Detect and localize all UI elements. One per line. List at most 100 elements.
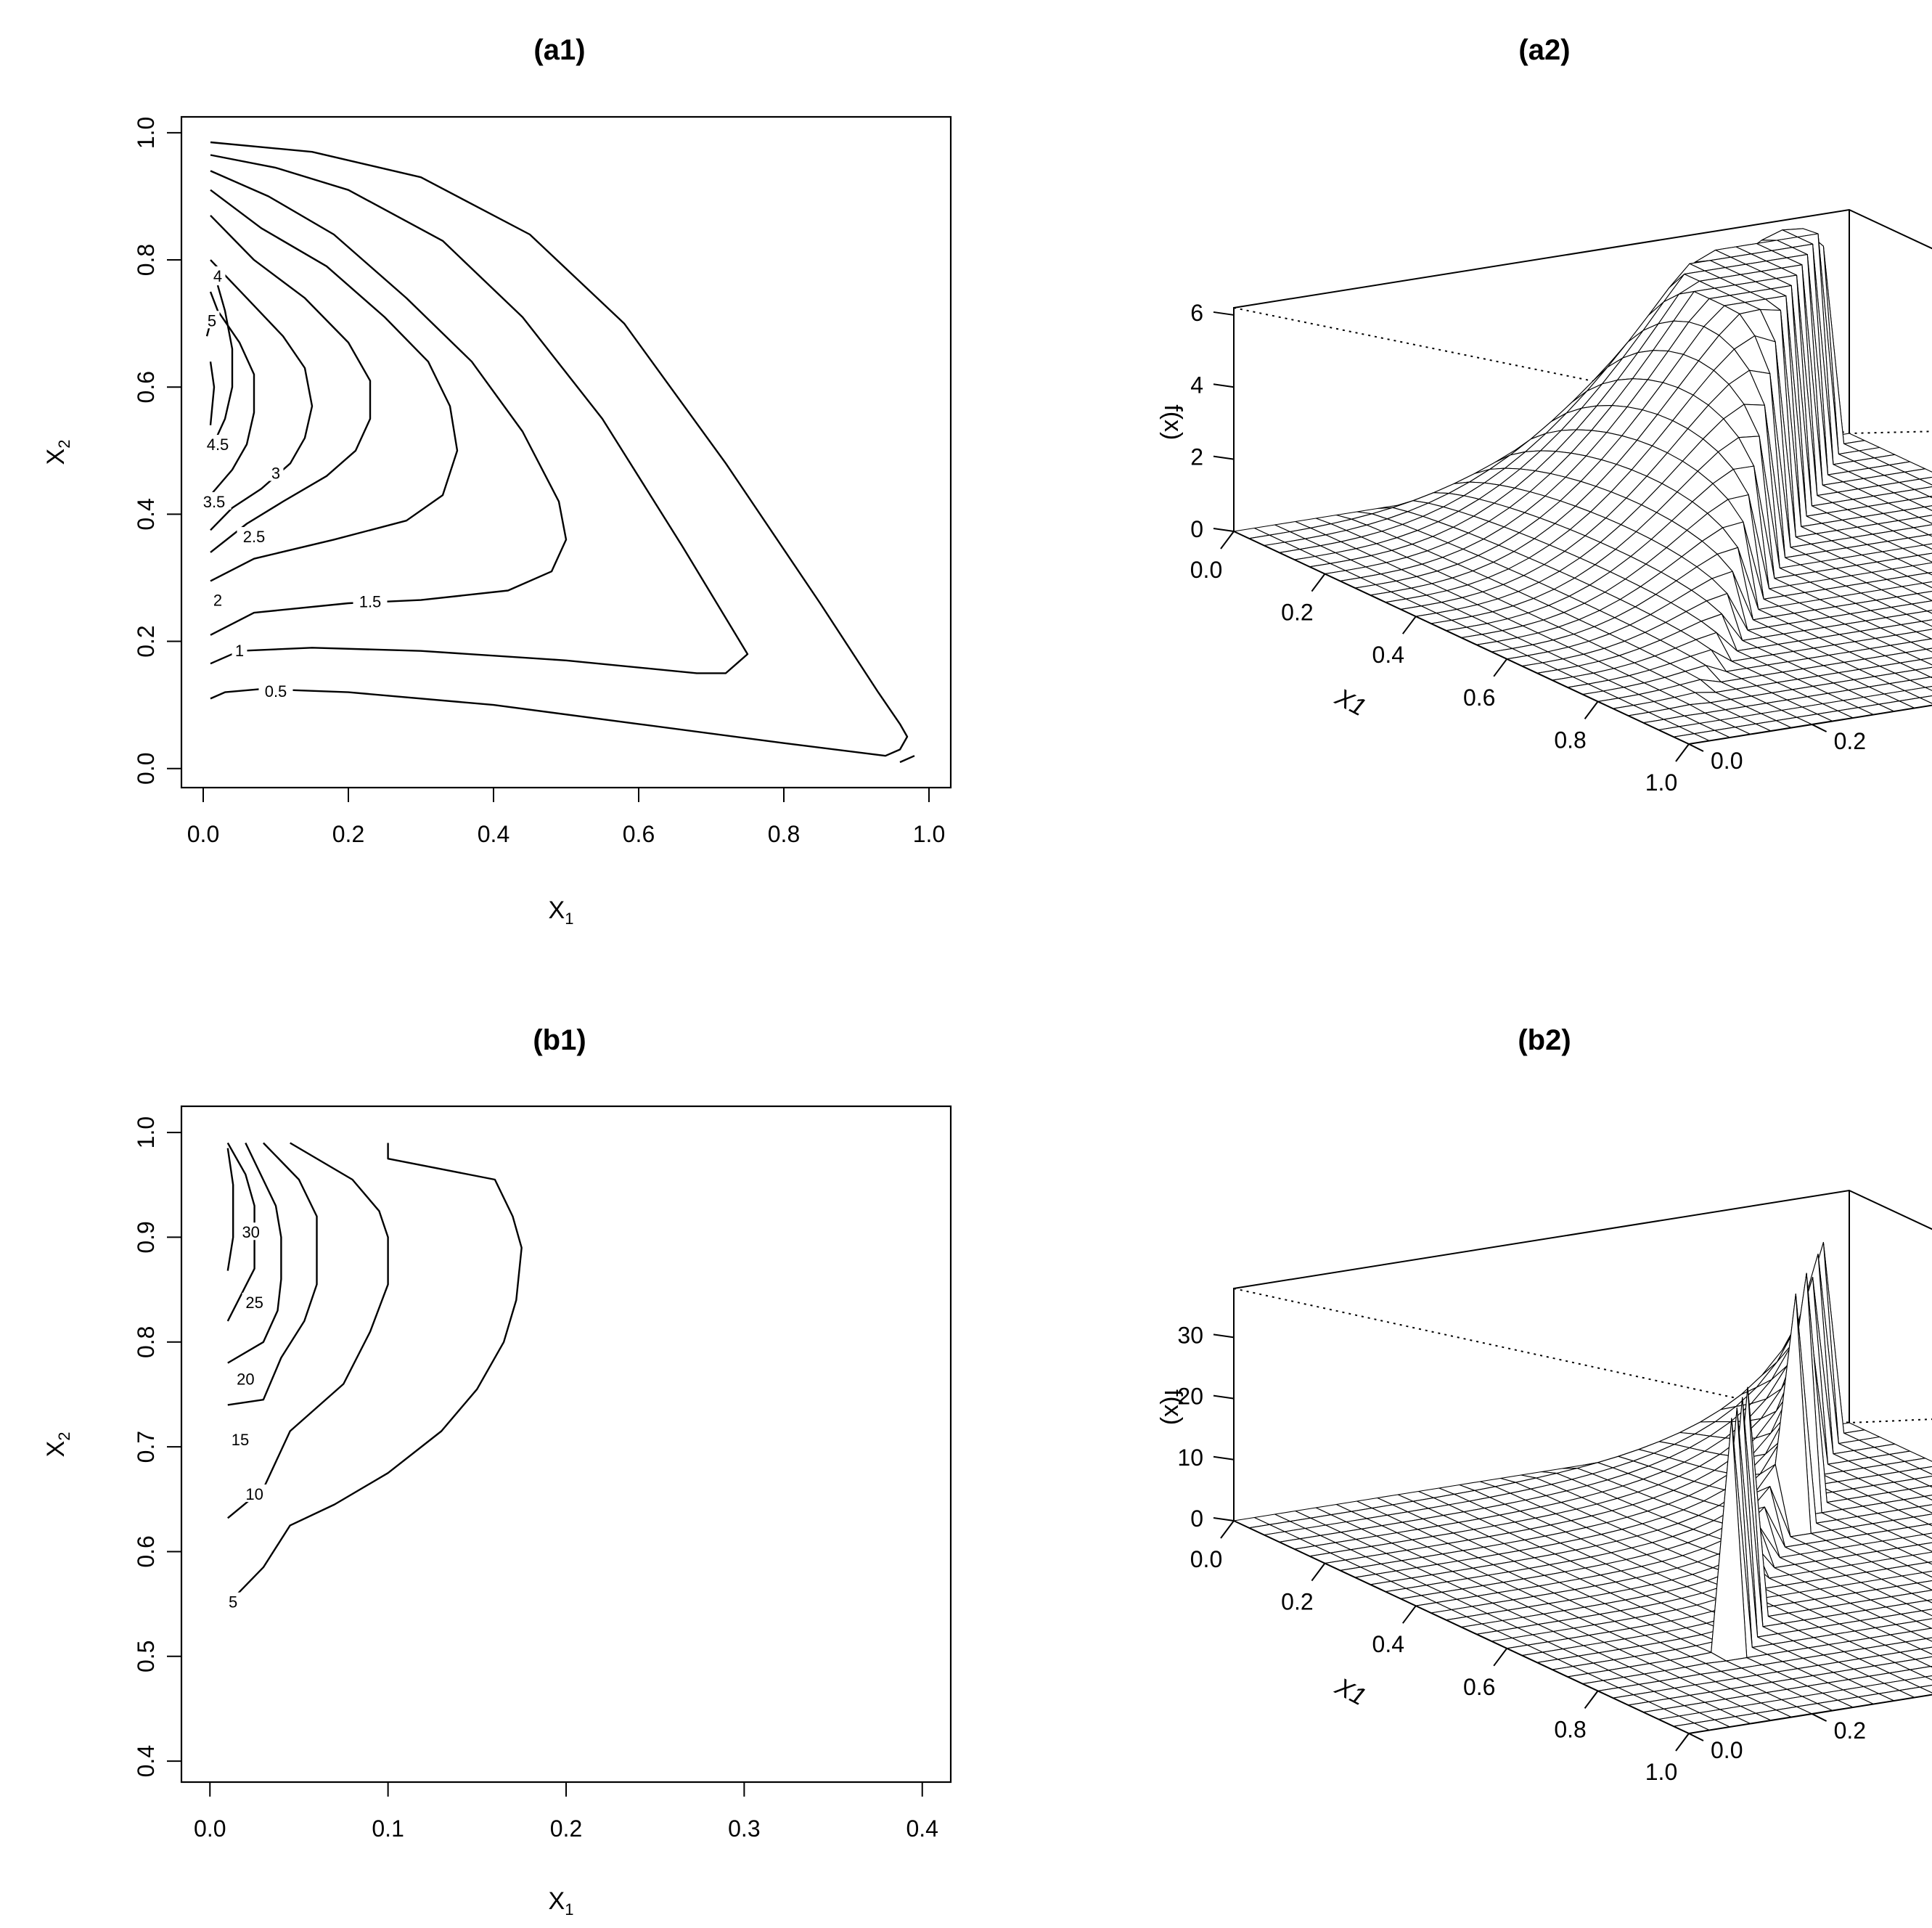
contour-label: 4	[213, 267, 222, 285]
x-tick	[1675, 743, 1690, 762]
y-tick-label: 0.5	[133, 1641, 159, 1672]
z-tick-label: 20	[1177, 1384, 1203, 1410]
y-tick-label: 0.7	[133, 1431, 159, 1463]
contour-label-bg	[232, 640, 247, 658]
contour-label-bg	[237, 527, 271, 545]
x-tick	[1311, 573, 1326, 592]
x-tick-label: 0.2	[332, 821, 364, 847]
y-axis-label-a1: X2	[42, 440, 73, 465]
x-axis-label: X1	[1330, 683, 1370, 722]
contour-label: 2.5	[243, 528, 266, 546]
contour-label-bg	[204, 311, 220, 329]
contour-label: 2	[213, 592, 222, 610]
contour-label: 10	[245, 1485, 263, 1503]
contour-line	[210, 214, 372, 553]
y-tick-label: 0.8	[133, 1326, 159, 1358]
contour-label-bg	[197, 491, 232, 510]
x-axis-label: X1	[1330, 1672, 1370, 1712]
x-tick-label: 0.0	[187, 821, 219, 847]
contour-label: 15	[232, 1431, 249, 1449]
contour-label-bg	[353, 592, 388, 610]
x-tick-label: 0.6	[1463, 685, 1495, 711]
z-tick	[1213, 383, 1235, 388]
x-axis-label-a1: X1	[549, 896, 574, 928]
contour-label: 3	[271, 464, 280, 482]
x-tick-label: 0.8	[768, 821, 800, 847]
z-tick-label: 10	[1177, 1445, 1203, 1471]
x-tick	[1584, 700, 1599, 720]
z-tick	[1213, 1455, 1235, 1461]
x-axis-label-b1: X1	[549, 1887, 574, 1919]
x-tick	[1493, 1648, 1507, 1667]
z-axis-label: f(x)	[1159, 404, 1187, 440]
chart-title-b1: (b1)	[533, 1024, 586, 1056]
contour-label-bg	[242, 1484, 267, 1503]
z-tick	[1213, 455, 1235, 460]
y-tick-label: 0.8	[133, 244, 159, 276]
contour-lines-a1: 0.5 1 1.5 2 2.5 3 3.5 4 4.5 5	[197, 141, 915, 764]
x-tick-label: 0.0	[194, 1815, 226, 1842]
z-tick	[1213, 1394, 1235, 1400]
y-tick	[1812, 1713, 1827, 1722]
contour-segment	[899, 755, 915, 764]
contour-line	[210, 189, 459, 582]
x-tick	[1311, 1563, 1326, 1582]
contour-label: 30	[242, 1223, 259, 1241]
z-tick	[1213, 528, 1235, 532]
y-tick-label: 0.4	[133, 1745, 159, 1777]
chart-title-a2: (a2)	[1518, 34, 1570, 66]
x-tick-label: 1.0	[1645, 769, 1677, 796]
x-tick-label: 0.2	[1281, 600, 1313, 626]
z-tick-label: 0	[1190, 1506, 1203, 1532]
x-tick-label: 1.0	[1645, 1759, 1677, 1785]
x-tick-label: 0.8	[1554, 727, 1586, 753]
y-tick-label: 0.6	[133, 371, 159, 403]
x-tick	[1402, 1605, 1417, 1624]
chart-title-a1: (a1)	[533, 34, 585, 66]
y-tick	[1688, 1733, 1704, 1741]
surface-plot-b2: (b2) 0.00.20.40.60.81.00.00.20.40.60.81.…	[1159, 1024, 1932, 1785]
x-tick-label: 0.8	[1554, 1716, 1586, 1742]
z-tick	[1213, 1517, 1235, 1521]
y-axis-b1: 0.4 0.5 0.6 0.7 0.8 0.9 1.0	[133, 1116, 182, 1777]
contour-label-bg	[238, 1222, 263, 1241]
x-tick	[1402, 616, 1417, 634]
contour-label: 5	[229, 1593, 237, 1612]
y-axis-a1: 0.0 0.2 0.4 0.6 0.8 1.0	[133, 117, 182, 785]
x-tick-label: 0.6	[623, 821, 655, 847]
contour-label: 4.5	[207, 436, 229, 454]
contour-line	[227, 1142, 389, 1519]
contour-label: 1.5	[359, 592, 382, 610]
contour-label: 3.5	[203, 493, 226, 511]
surface-plot-a2: (a2) 0.00.20.40.60.81.00.00.20.40.60.81.…	[1159, 34, 1932, 796]
z-tick-label: 2	[1190, 444, 1203, 470]
x-tick-label: 0.4	[478, 821, 509, 847]
contour-label-bg	[200, 435, 235, 453]
x-tick-label: 1.0	[913, 821, 945, 847]
y-tick-label: 1.0	[133, 117, 159, 149]
contour-label-bg	[258, 681, 293, 699]
plot-frame-b1	[180, 1105, 952, 1784]
z-tick	[1213, 1333, 1235, 1339]
surface-mesh-b2	[1233, 1241, 1932, 1735]
x-tick-label: 0.2	[1281, 1589, 1313, 1615]
contour-label-bg	[233, 1369, 258, 1387]
hidden-edges	[1233, 1288, 1932, 1424]
y-tick	[1812, 724, 1827, 732]
x-tick	[1220, 1520, 1235, 1539]
z-tick-label: 30	[1177, 1322, 1203, 1348]
x-tick-label: 0.4	[1372, 642, 1404, 668]
contour-label-bg	[242, 1292, 267, 1310]
x-axis-b1: 0.0 0.1 0.2 0.3 0.4	[194, 1781, 938, 1842]
contour-label-bg	[210, 590, 226, 608]
contour-label-bg	[210, 266, 226, 284]
z-tick-label: 4	[1190, 372, 1203, 398]
contour-label: 0.5	[265, 682, 287, 700]
y-axis-label-b1: X2	[42, 1432, 73, 1458]
contour-plot-a1: (a1) 0.0 0.2 0.4 0.6 0.8 1.0 0.0 0.2 0.4 0.6 0.8 1…	[42, 34, 952, 928]
contour-line	[226, 1142, 255, 1322]
contour-line	[210, 170, 568, 636]
contour-line	[209, 362, 216, 425]
axes-a2: 0.00.20.40.60.81.00.00.20.40.60.81.00246…	[1159, 300, 1866, 796]
